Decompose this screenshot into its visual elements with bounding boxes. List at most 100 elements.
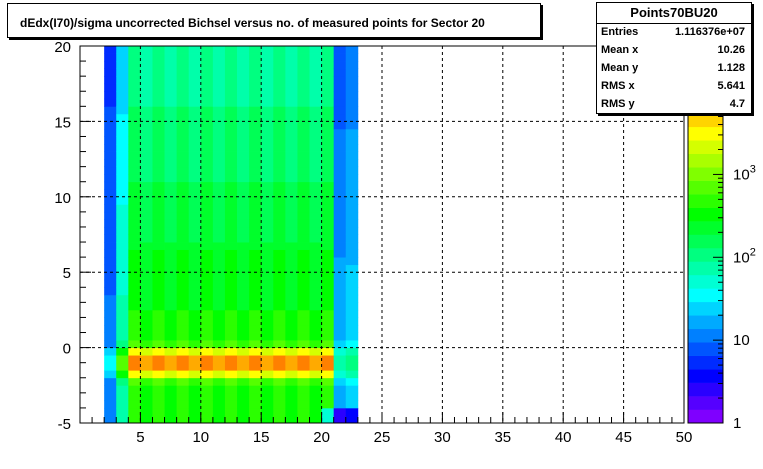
- heatmap-cell: [273, 294, 286, 303]
- heatmap-cell: [116, 264, 129, 273]
- heatmap-cell: [249, 151, 262, 160]
- heatmap-cell: [152, 61, 165, 70]
- heatmap-cell: [164, 407, 178, 416]
- heatmap-cell: [128, 362, 141, 371]
- heatmap-cell: [212, 151, 226, 160]
- heatmap-cell: [237, 98, 250, 107]
- heatmap-cell: [345, 257, 359, 266]
- heatmap-cell: [200, 287, 214, 296]
- heatmap-cell: [345, 211, 359, 220]
- heatmap-cell: [152, 324, 165, 333]
- heatmap-cell: [297, 415, 310, 424]
- heatmap-cell: [333, 362, 347, 371]
- heatmap-cell: [333, 279, 347, 288]
- heatmap-cell: [188, 68, 202, 77]
- heatmap-cell: [321, 370, 335, 379]
- heatmap-cell: [285, 347, 298, 356]
- heatmap-cell: [152, 174, 165, 183]
- heatmap-cell: [188, 279, 202, 288]
- heatmap-cell: [212, 415, 226, 424]
- heatmap-cell: [188, 400, 202, 409]
- heatmap-cell: [140, 279, 153, 288]
- palette-swatch: [688, 382, 723, 397]
- heatmap-cell: [309, 68, 322, 77]
- heatmap-cell: [224, 415, 238, 424]
- heatmap-cell: [261, 362, 274, 371]
- heatmap-cell: [273, 257, 286, 266]
- heatmap-cell: [188, 415, 202, 424]
- heatmap-cell: [152, 249, 165, 258]
- heatmap-cell: [273, 121, 286, 130]
- heatmap-cell: [333, 377, 347, 386]
- heatmap-cell: [321, 46, 335, 54]
- heatmap-cell: [116, 400, 129, 409]
- heatmap-cell: [176, 76, 190, 85]
- heatmap-cell: [104, 189, 117, 198]
- heatmap-cell: [200, 249, 214, 258]
- heatmap-cell: [200, 309, 214, 318]
- heatmap-cell: [273, 347, 286, 356]
- heatmap-cell: [200, 106, 214, 115]
- heatmap-cell: [273, 407, 286, 416]
- heatmap-cell: [273, 234, 286, 243]
- heatmap-cell: [261, 332, 274, 341]
- heatmap-cell: [297, 204, 310, 213]
- heatmap-cell: [321, 355, 335, 364]
- heatmap-cell: [285, 98, 298, 107]
- heatmap-cell: [164, 98, 178, 107]
- heatmap-cell: [152, 385, 165, 394]
- heatmap-cell: [261, 226, 274, 235]
- heatmap-cell: [249, 113, 262, 122]
- heatmap-cell: [176, 385, 190, 394]
- heatmap-cell: [333, 61, 347, 70]
- heatmap-cell: [249, 98, 262, 107]
- heatmap-cell: [176, 68, 190, 77]
- heatmap-cell: [188, 76, 202, 85]
- heatmap-cell: [237, 370, 250, 379]
- heatmap-cell: [152, 226, 165, 235]
- heatmap-cell: [176, 302, 190, 311]
- heatmap-cell: [140, 196, 153, 205]
- palette-swatch: [688, 315, 723, 330]
- heatmap-cell: [309, 302, 322, 311]
- heatmap-cell: [116, 355, 129, 364]
- heatmap-cell: [212, 370, 226, 379]
- heatmap-cell: [164, 355, 178, 364]
- heatmap-cell: [188, 53, 202, 62]
- heatmap-cell: [188, 407, 202, 416]
- heatmap-cell: [200, 317, 214, 326]
- heatmap-cell: [116, 332, 129, 341]
- heatmap-cell: [249, 400, 262, 409]
- heatmap-cell: [152, 242, 165, 250]
- heatmap-cell: [345, 76, 359, 85]
- heatmap-cell: [321, 287, 335, 296]
- heatmap-cell: [188, 370, 202, 379]
- heatmap-cell: [261, 249, 274, 258]
- heatmap-cell: [321, 113, 335, 122]
- heatmap-cell: [261, 76, 274, 85]
- heatmap-cell: [212, 249, 226, 258]
- heatmap-cell: [104, 355, 117, 364]
- heatmap-cell: [333, 407, 347, 416]
- heatmap-cell: [309, 400, 322, 409]
- heatmap-cell: [285, 226, 298, 235]
- heatmap-cell: [164, 377, 178, 386]
- heatmap-cell: [333, 189, 347, 198]
- heatmap-cell: [249, 211, 262, 220]
- heatmap-cell: [152, 279, 165, 288]
- heatmap-cell: [285, 196, 298, 205]
- heatmap-cell: [273, 362, 286, 371]
- heatmap-cell: [152, 415, 165, 424]
- heatmap-cell: [321, 136, 335, 145]
- heatmap-cell: [249, 340, 262, 348]
- heatmap-cell: [188, 181, 202, 190]
- heatmap-cell: [321, 76, 335, 85]
- heatmap-cell: [128, 166, 141, 175]
- heatmap-cell: [140, 46, 153, 54]
- heatmap-cell: [285, 355, 298, 364]
- heatmap-cell: [164, 174, 178, 183]
- heatmap-cell: [116, 347, 129, 356]
- heatmap-cell: [297, 242, 310, 250]
- heatmap-cell: [333, 83, 347, 92]
- heatmap-cell: [104, 347, 117, 356]
